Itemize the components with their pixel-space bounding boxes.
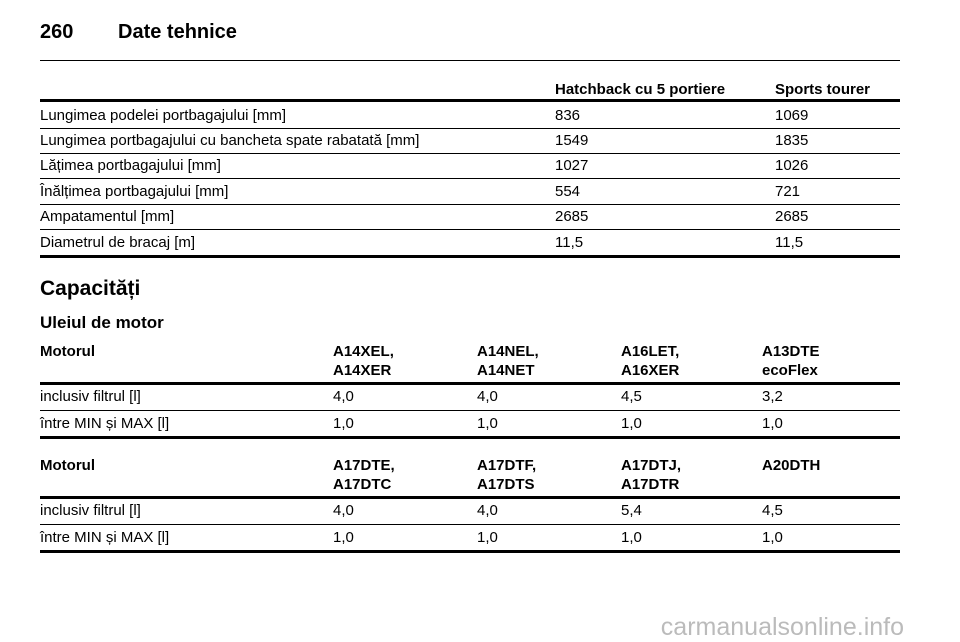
column-header: A14XEL, — [333, 343, 394, 360]
page-number: 260 — [40, 21, 74, 43]
column-header: A14NEL, — [477, 343, 539, 360]
column-header: ecoFlex — [762, 362, 818, 379]
table-cell: între MIN și MAX [l] — [40, 415, 170, 432]
column-header: Hatchback cu 5 portiere — [555, 81, 726, 98]
table-cell: 554 — [555, 183, 581, 200]
table-rule — [40, 204, 900, 205]
table-cell: 2685 — [775, 208, 809, 225]
column-header: A17DTF, — [477, 457, 537, 474]
table-cell: 1,0 — [333, 529, 354, 546]
watermark: carmanualsonline.info — [660, 613, 904, 641]
column-header: A13DTE — [762, 343, 820, 360]
table-cell: 2685 — [555, 208, 589, 225]
rule — [40, 60, 900, 61]
subsection-title: Uleiul de motor — [40, 313, 164, 332]
table-cell: Diametrul de bracaj [m] — [40, 234, 196, 251]
column-header: A17DTR — [621, 476, 680, 493]
table-cell: 836 — [555, 107, 581, 124]
table-cell: 1,0 — [333, 415, 354, 432]
column-header: Sports tourer — [775, 81, 871, 98]
table-cell: 1,0 — [621, 529, 642, 546]
column-header: A14XER — [333, 362, 392, 379]
table-cell: 1835 — [775, 132, 809, 149]
table-cell: 5,4 — [621, 502, 642, 519]
table-cell: 1027 — [555, 157, 589, 174]
table-cell: 4,0 — [477, 502, 498, 519]
table-cell: 1,0 — [762, 529, 783, 546]
column-header: A17DTE, — [333, 457, 395, 474]
table-rule — [40, 128, 900, 129]
table-rule — [40, 229, 900, 230]
table-rule — [40, 255, 900, 258]
table-cell: 1026 — [775, 157, 809, 174]
table-cell: 4,0 — [477, 388, 498, 405]
table-cell: 1549 — [555, 132, 589, 149]
table-cell: inclusiv filtrul [l] — [40, 388, 141, 405]
table-cell: Lungimea podelei portbagajului [mm] — [40, 107, 286, 124]
column-header: A16XER — [621, 362, 680, 379]
table-cell: 4,5 — [762, 502, 783, 519]
section-title: Capacități — [40, 277, 141, 300]
table-cell: 721 — [775, 183, 801, 200]
table-cell: 1,0 — [477, 529, 498, 546]
table-rule — [40, 410, 900, 411]
column-header: A14NET — [477, 362, 535, 379]
column-header: A16LET, — [621, 343, 680, 360]
table-cell: 4,0 — [333, 388, 354, 405]
table-cell: 11,5 — [555, 234, 584, 251]
table-rule — [40, 153, 900, 154]
column-header: A17DTJ, — [621, 457, 682, 474]
table-cell: Ampatamentul [mm] — [40, 208, 175, 225]
table-cell: 1,0 — [477, 415, 498, 432]
column-header: A17DTC — [333, 476, 392, 493]
table-rule — [40, 436, 900, 439]
table-cell: 1,0 — [621, 415, 642, 432]
table-rule — [40, 99, 900, 102]
table-rule — [40, 178, 900, 179]
table-cell: 4,5 — [621, 388, 642, 405]
table-rule — [40, 550, 900, 553]
table-cell: Înălțimea portbagajului [mm] — [40, 183, 229, 200]
column-header: A20DTH — [762, 457, 821, 474]
table-rule — [40, 382, 900, 385]
table-cell: Lățimea portbagajului [mm] — [40, 157, 221, 174]
table-cell: 3,2 — [762, 388, 783, 405]
column-header: Motorul — [40, 343, 95, 360]
page-title: Date tehnice — [118, 21, 237, 43]
table-cell: 11,5 — [775, 234, 804, 251]
table-cell: Lungimea portbagajului cu bancheta spate… — [40, 132, 420, 149]
table-rule — [40, 524, 900, 525]
table-cell: 4,0 — [333, 502, 354, 519]
table-cell: 1069 — [775, 107, 809, 124]
table-cell: între MIN și MAX [l] — [40, 529, 170, 546]
table-rule — [40, 496, 900, 499]
table-cell: 1,0 — [762, 415, 783, 432]
table-cell: inclusiv filtrul [l] — [40, 502, 141, 519]
column-header: A17DTS — [477, 476, 535, 493]
column-header: Motorul — [40, 457, 95, 474]
